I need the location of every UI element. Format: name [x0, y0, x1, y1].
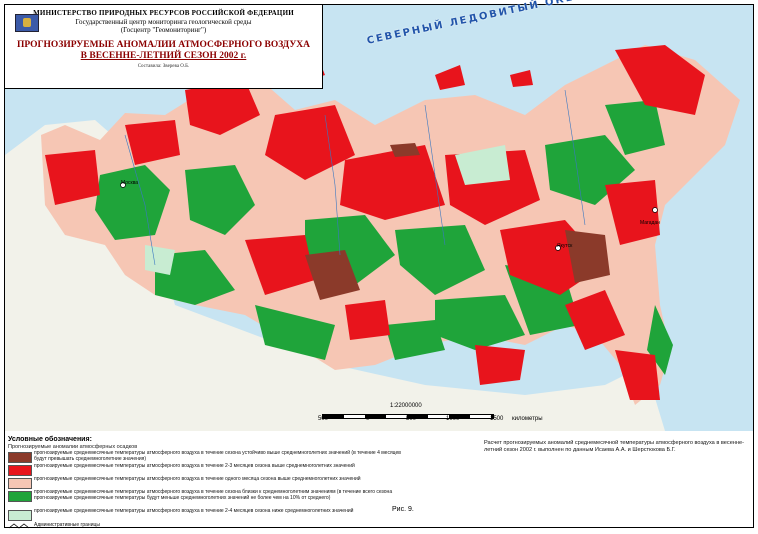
legend-text: Административные границы: [34, 522, 100, 528]
legend-text: прогнозируемые среднемесячные температур…: [34, 463, 355, 469]
city-label-magadan: Магадан: [640, 220, 660, 226]
legend-text: прогнозируемые среднемесячные температур…: [34, 476, 361, 482]
legend-item: прогнозируемые среднемесячные температур…: [8, 463, 408, 476]
ministry-name: МИНИСТЕРСТВО ПРИРОДНЫХ РЕСУРСОВ РОССИЙСК…: [33, 9, 294, 17]
legend-swatch: [8, 510, 32, 521]
legend-swatch: [8, 478, 32, 489]
scale-tick: 0: [366, 416, 370, 422]
border-line-icon: [8, 523, 30, 529]
calculation-note: Расчет прогнозируемых аномалий среднемес…: [484, 440, 744, 453]
center-name: Государственный центр мониторинга геолог…: [75, 18, 252, 26]
ministry-emblem-icon: [15, 14, 39, 32]
rivers: [124, 89, 586, 266]
legend-text: прогнозируемые среднемесячные температур…: [34, 508, 354, 514]
legend-text: прогнозируемые среднемесячные температур…: [34, 489, 393, 501]
scale-tick: 500: [318, 416, 329, 422]
legend-item: прогнозируемые среднемесячные температур…: [8, 489, 408, 508]
map-title-line1: ПРОГНОЗИРУЕМЫЕ АНОМАЛИИ АТМОСФЕРНОГО ВОЗ…: [16, 40, 311, 50]
title-block: МИНИСТЕРСТВО ПРИРОДНЫХ РЕСУРСОВ РОССИЙСК…: [5, 5, 323, 89]
city-markers: [120, 182, 658, 251]
scale-bar: 1:22000000 500 0 500 1000 1500 километры: [318, 403, 568, 428]
scale-tick: 500: [406, 416, 417, 422]
scale-tick: 1500: [490, 416, 504, 422]
scale-unit: километры: [512, 416, 543, 422]
legend-text: прогнозируемые среднемесячные температур…: [34, 450, 401, 462]
near-normal-regions: [95, 100, 673, 375]
center-short-name: (Госцентр "Геомониторинг"): [120, 26, 207, 34]
legend-title: Условные обозначения:: [8, 436, 92, 443]
scale-ratio: 1:22000000: [390, 403, 422, 409]
legend-item-border: Административные границы: [8, 522, 408, 530]
city-label-yakutsk: Якутск: [557, 243, 573, 249]
legend-swatch: [8, 452, 32, 463]
figure-label: Рис. 9.: [392, 506, 414, 513]
neighbouring-land: [5, 120, 665, 431]
legend: Условные обозначения: Прогнозируемые ано…: [8, 436, 408, 530]
persistent-above-normal-regions: [305, 143, 610, 300]
map-title-line2: В ВЕСЕННЕ-ЛЕТНИЙ СЕЗОН 2002 г.: [80, 51, 247, 61]
legend-subtitle: Прогнозируемые аномалии атмосферных осад…: [8, 444, 138, 450]
legend-swatch: [8, 465, 32, 476]
scale-bar-graphic: [322, 414, 494, 419]
legend-item: прогнозируемые среднемесячные температур…: [8, 508, 408, 521]
above-normal-regions: [45, 45, 705, 400]
below-normal-regions: [145, 145, 510, 275]
scale-tick: 1000: [446, 416, 460, 422]
legend-item: прогнозируемые среднемесячные температур…: [8, 450, 408, 463]
legend-item: прогнозируемые среднемесячные температур…: [8, 476, 408, 489]
city-label-moscow: Москва: [121, 180, 139, 186]
legend-swatch: [8, 491, 32, 502]
compiled-by: Составила: Зверева О.Б.: [137, 64, 190, 69]
